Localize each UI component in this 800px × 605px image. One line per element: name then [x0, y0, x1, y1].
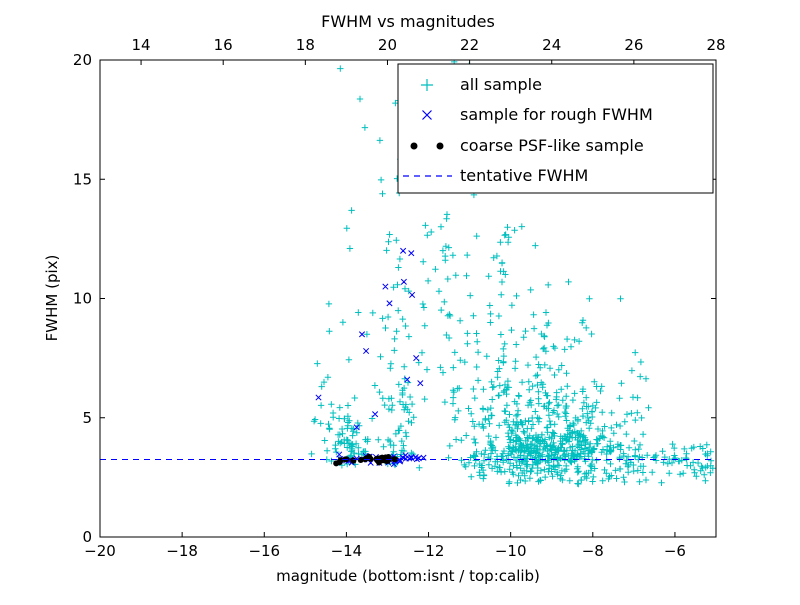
legend-label-psf-sample: coarse PSF-like sample [460, 136, 644, 155]
legend-entry-tentative-fwhm: tentative FWHM [403, 166, 588, 185]
legend: all sample sample for rough FWHM coarse … [397, 63, 714, 194]
legend-entry-psf-sample: coarse PSF-like sample [410, 136, 644, 155]
x-tick-label: −8 [582, 542, 604, 560]
top-tick-label: 16 [214, 36, 233, 54]
top-tick-label: 18 [296, 36, 315, 54]
plus-marker-icon [421, 79, 433, 91]
plot-title: FWHM vs magnitudes [321, 12, 495, 31]
x-axis-label: magnitude (bottom:isnt / top:calib) [276, 567, 540, 585]
x-tick-label: −16 [248, 542, 280, 560]
top-tick-label: 28 [706, 36, 725, 54]
x-tick-label: −18 [166, 542, 198, 560]
x-tick-label: −20 [84, 542, 116, 560]
y-axis-label: FWHM (pix) [43, 255, 61, 342]
psf-sample-dot [336, 459, 343, 466]
y-tick-label: 20 [73, 51, 92, 69]
top-tick-label: 24 [542, 36, 561, 54]
x-tick-label: −10 [495, 542, 527, 560]
legend-label-rough-fwhm: sample for rough FWHM [460, 105, 653, 124]
y-tick-label: 0 [82, 528, 92, 546]
psf-sample-dot [350, 457, 357, 464]
legend-entry-rough-fwhm: sample for rough FWHM [422, 105, 653, 124]
legend-box [397, 63, 714, 194]
x-tick-label: −14 [331, 542, 363, 560]
dot-marker-icon [410, 142, 418, 150]
dot-marker-icon [436, 142, 444, 150]
psf-sample-dot [357, 457, 364, 463]
top-tick-label: 14 [132, 36, 151, 54]
top-tick-label: 20 [378, 36, 397, 54]
psf-sample-dot [392, 456, 399, 463]
top-tick-label: 26 [624, 36, 643, 54]
y-tick-label: 5 [82, 409, 92, 427]
legend-entry-all-sample: all sample [421, 75, 542, 94]
legend-label-all-sample: all sample [460, 75, 542, 94]
psf-sample-dot [367, 455, 374, 462]
x-tick-label: −12 [413, 542, 445, 560]
legend-label-tentative-fwhm: tentative FWHM [460, 166, 588, 185]
tick-labels: −20 −18 −16 −14 −12 −10 −8 −6 14 16 18 20 22 24 26 28 0 5… [73, 36, 726, 560]
y-tick-label: 10 [73, 290, 92, 308]
psf-sample-dot [362, 455, 369, 462]
x-tick-label: −6 [664, 542, 686, 560]
top-tick-label: 22 [460, 36, 479, 54]
y-tick-label: 15 [73, 170, 92, 188]
psf-sample-dot [384, 458, 391, 464]
cross-marker-icon [422, 110, 432, 120]
tick-marks [99, 59, 717, 538]
